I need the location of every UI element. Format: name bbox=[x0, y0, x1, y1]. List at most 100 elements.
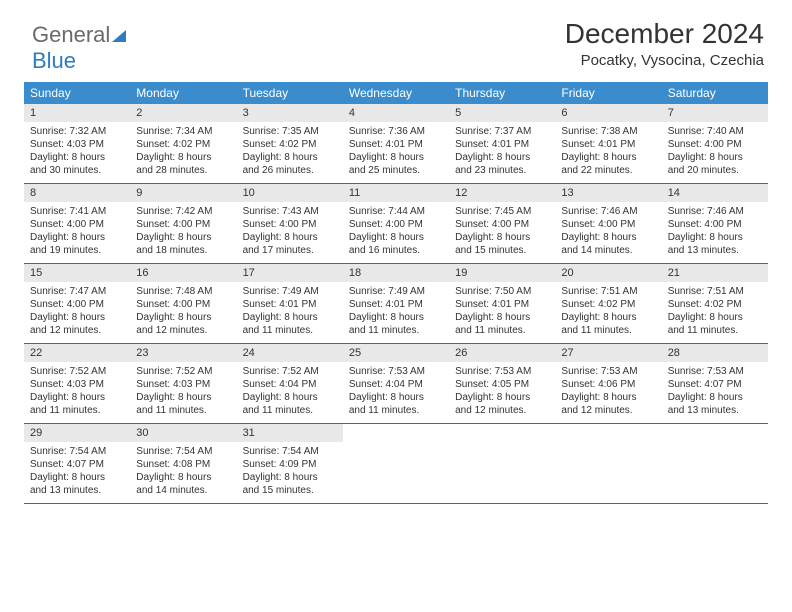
info-line: Sunrise: 7:35 AM bbox=[243, 125, 337, 138]
date-number: 24 bbox=[237, 344, 343, 362]
info-line: and 28 minutes. bbox=[136, 164, 230, 177]
info-line: Daylight: 8 hours bbox=[30, 471, 124, 484]
info-line: Daylight: 8 hours bbox=[243, 311, 337, 324]
info-line: Sunrise: 7:42 AM bbox=[136, 205, 230, 218]
info-line: Sunset: 4:03 PM bbox=[136, 378, 230, 391]
day-info: Sunrise: 7:49 AMSunset: 4:01 PMDaylight:… bbox=[343, 282, 449, 337]
info-line: Daylight: 8 hours bbox=[668, 151, 762, 164]
day-cell: 13Sunrise: 7:46 AMSunset: 4:00 PMDayligh… bbox=[555, 184, 661, 257]
day-cell: 6Sunrise: 7:38 AMSunset: 4:01 PMDaylight… bbox=[555, 104, 661, 177]
day-info: Sunrise: 7:37 AMSunset: 4:01 PMDaylight:… bbox=[449, 122, 555, 177]
day-info: Sunrise: 7:51 AMSunset: 4:02 PMDaylight:… bbox=[662, 282, 768, 337]
date-number: 12 bbox=[449, 184, 555, 202]
day-cell: 5Sunrise: 7:37 AMSunset: 4:01 PMDaylight… bbox=[449, 104, 555, 177]
info-line: Sunrise: 7:40 AM bbox=[668, 125, 762, 138]
info-line: Daylight: 8 hours bbox=[136, 391, 230, 404]
info-line: and 17 minutes. bbox=[243, 244, 337, 257]
info-line: and 20 minutes. bbox=[668, 164, 762, 177]
info-line: Sunrise: 7:45 AM bbox=[455, 205, 549, 218]
info-line: Daylight: 8 hours bbox=[30, 151, 124, 164]
info-line: Daylight: 8 hours bbox=[455, 391, 549, 404]
info-line: Sunrise: 7:44 AM bbox=[349, 205, 443, 218]
info-line: and 11 minutes. bbox=[349, 324, 443, 337]
day-info: Sunrise: 7:53 AMSunset: 4:07 PMDaylight:… bbox=[662, 362, 768, 417]
day-cell: 27Sunrise: 7:53 AMSunset: 4:06 PMDayligh… bbox=[555, 344, 661, 417]
day-info: Sunrise: 7:54 AMSunset: 4:09 PMDaylight:… bbox=[237, 442, 343, 497]
info-line: and 30 minutes. bbox=[30, 164, 124, 177]
info-line: Sunset: 4:08 PM bbox=[136, 458, 230, 471]
day-cell: 29Sunrise: 7:54 AMSunset: 4:07 PMDayligh… bbox=[24, 424, 130, 497]
logo-text-2: Blue bbox=[32, 48, 76, 73]
info-line: Sunset: 4:02 PM bbox=[668, 298, 762, 311]
info-line: Daylight: 8 hours bbox=[349, 151, 443, 164]
info-line: Sunset: 4:03 PM bbox=[30, 378, 124, 391]
day-info: Sunrise: 7:44 AMSunset: 4:00 PMDaylight:… bbox=[343, 202, 449, 257]
date-number: 25 bbox=[343, 344, 449, 362]
location: Pocatky, Vysocina, Czechia bbox=[565, 52, 764, 69]
day-info: Sunrise: 7:45 AMSunset: 4:00 PMDaylight:… bbox=[449, 202, 555, 257]
info-line: and 14 minutes. bbox=[561, 244, 655, 257]
day-cell: 14Sunrise: 7:46 AMSunset: 4:00 PMDayligh… bbox=[662, 184, 768, 257]
info-line: Sunset: 4:07 PM bbox=[30, 458, 124, 471]
day-info: Sunrise: 7:52 AMSunset: 4:03 PMDaylight:… bbox=[24, 362, 130, 417]
info-line: Daylight: 8 hours bbox=[243, 151, 337, 164]
info-line: Sunrise: 7:51 AM bbox=[668, 285, 762, 298]
info-line: Sunrise: 7:34 AM bbox=[136, 125, 230, 138]
date-number: 22 bbox=[24, 344, 130, 362]
info-line: Daylight: 8 hours bbox=[455, 231, 549, 244]
day-info: Sunrise: 7:46 AMSunset: 4:00 PMDaylight:… bbox=[662, 202, 768, 257]
calendar-body: 1Sunrise: 7:32 AMSunset: 4:03 PMDaylight… bbox=[24, 104, 768, 504]
day-header: Saturday bbox=[662, 82, 768, 104]
info-line: Daylight: 8 hours bbox=[243, 231, 337, 244]
week-row: 29Sunrise: 7:54 AMSunset: 4:07 PMDayligh… bbox=[24, 424, 768, 504]
info-line: Sunset: 4:00 PM bbox=[561, 218, 655, 231]
info-line: Daylight: 8 hours bbox=[243, 391, 337, 404]
date-number: 13 bbox=[555, 184, 661, 202]
day-header-row: SundayMondayTuesdayWednesdayThursdayFrid… bbox=[24, 82, 768, 104]
day-info: Sunrise: 7:41 AMSunset: 4:00 PMDaylight:… bbox=[24, 202, 130, 257]
info-line: Daylight: 8 hours bbox=[561, 151, 655, 164]
info-line: Sunrise: 7:52 AM bbox=[136, 365, 230, 378]
day-cell: 19Sunrise: 7:50 AMSunset: 4:01 PMDayligh… bbox=[449, 264, 555, 337]
info-line: Sunset: 4:01 PM bbox=[455, 298, 549, 311]
day-cell: 10Sunrise: 7:43 AMSunset: 4:00 PMDayligh… bbox=[237, 184, 343, 257]
day-cell: 11Sunrise: 7:44 AMSunset: 4:00 PMDayligh… bbox=[343, 184, 449, 257]
info-line: Daylight: 8 hours bbox=[561, 391, 655, 404]
day-cell: 22Sunrise: 7:52 AMSunset: 4:03 PMDayligh… bbox=[24, 344, 130, 417]
day-cell: 8Sunrise: 7:41 AMSunset: 4:00 PMDaylight… bbox=[24, 184, 130, 257]
info-line: Sunrise: 7:43 AM bbox=[243, 205, 337, 218]
info-line: and 11 minutes. bbox=[243, 324, 337, 337]
date-number: 30 bbox=[130, 424, 236, 442]
day-header: Tuesday bbox=[237, 82, 343, 104]
week-row: 8Sunrise: 7:41 AMSunset: 4:00 PMDaylight… bbox=[24, 184, 768, 264]
info-line: Daylight: 8 hours bbox=[30, 311, 124, 324]
info-line: Sunset: 4:06 PM bbox=[561, 378, 655, 391]
info-line: and 11 minutes. bbox=[30, 404, 124, 417]
day-cell: 1Sunrise: 7:32 AMSunset: 4:03 PMDaylight… bbox=[24, 104, 130, 177]
info-line: and 11 minutes. bbox=[455, 324, 549, 337]
info-line: Daylight: 8 hours bbox=[455, 311, 549, 324]
date-number: 4 bbox=[343, 104, 449, 122]
info-line: Daylight: 8 hours bbox=[30, 231, 124, 244]
day-info: Sunrise: 7:46 AMSunset: 4:00 PMDaylight:… bbox=[555, 202, 661, 257]
date-number: 18 bbox=[343, 264, 449, 282]
date-number: 23 bbox=[130, 344, 236, 362]
info-line: Sunrise: 7:48 AM bbox=[136, 285, 230, 298]
info-line: Sunset: 4:01 PM bbox=[455, 138, 549, 151]
day-cell: 2Sunrise: 7:34 AMSunset: 4:02 PMDaylight… bbox=[130, 104, 236, 177]
date-number: 20 bbox=[555, 264, 661, 282]
info-line: Sunset: 4:00 PM bbox=[455, 218, 549, 231]
info-line: and 13 minutes. bbox=[668, 244, 762, 257]
info-line: and 11 minutes. bbox=[349, 404, 443, 417]
day-info: Sunrise: 7:35 AMSunset: 4:02 PMDaylight:… bbox=[237, 122, 343, 177]
info-line: and 12 minutes. bbox=[561, 404, 655, 417]
info-line: Sunset: 4:05 PM bbox=[455, 378, 549, 391]
day-cell: 7Sunrise: 7:40 AMSunset: 4:00 PMDaylight… bbox=[662, 104, 768, 177]
week-row: 15Sunrise: 7:47 AMSunset: 4:00 PMDayligh… bbox=[24, 264, 768, 344]
info-line: Sunset: 4:01 PM bbox=[349, 298, 443, 311]
info-line: Sunrise: 7:53 AM bbox=[455, 365, 549, 378]
day-cell: 30Sunrise: 7:54 AMSunset: 4:08 PMDayligh… bbox=[130, 424, 236, 497]
info-line: Daylight: 8 hours bbox=[455, 151, 549, 164]
info-line: Sunrise: 7:54 AM bbox=[30, 445, 124, 458]
info-line: Sunset: 4:02 PM bbox=[561, 298, 655, 311]
